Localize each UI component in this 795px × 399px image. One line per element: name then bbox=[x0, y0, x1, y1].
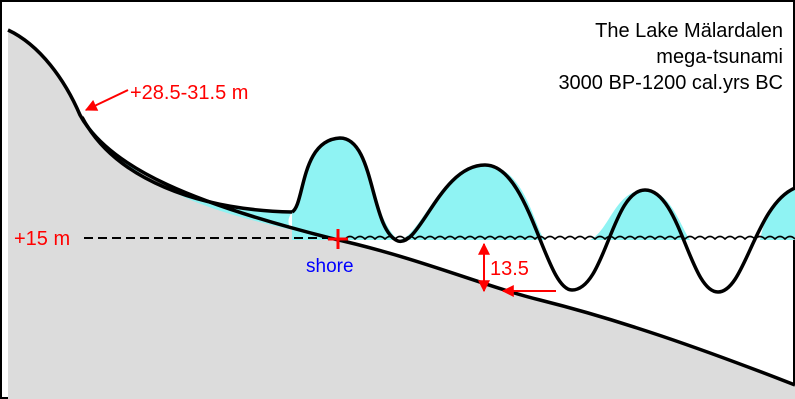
wave-crests bbox=[292, 138, 795, 240]
sea-surface-wavy bbox=[344, 235, 795, 241]
sea-level-label: +15 m bbox=[14, 228, 70, 250]
depth-label: 13.5 bbox=[490, 258, 529, 280]
tsunami-wave-profile bbox=[290, 136, 795, 294]
runup-arrow bbox=[84, 89, 129, 111]
runup-label: +28.5-31.5 m bbox=[130, 82, 248, 104]
title-line-1: The Lake Mälardalen bbox=[595, 20, 783, 42]
ground-slope bbox=[8, 30, 795, 399]
title-line-3: 3000 BP-1200 cal.yrs BC bbox=[558, 72, 783, 94]
title-line-2: mega-tsunami bbox=[656, 46, 783, 68]
shore-label: shore bbox=[306, 256, 354, 277]
shore-marker bbox=[328, 229, 348, 249]
